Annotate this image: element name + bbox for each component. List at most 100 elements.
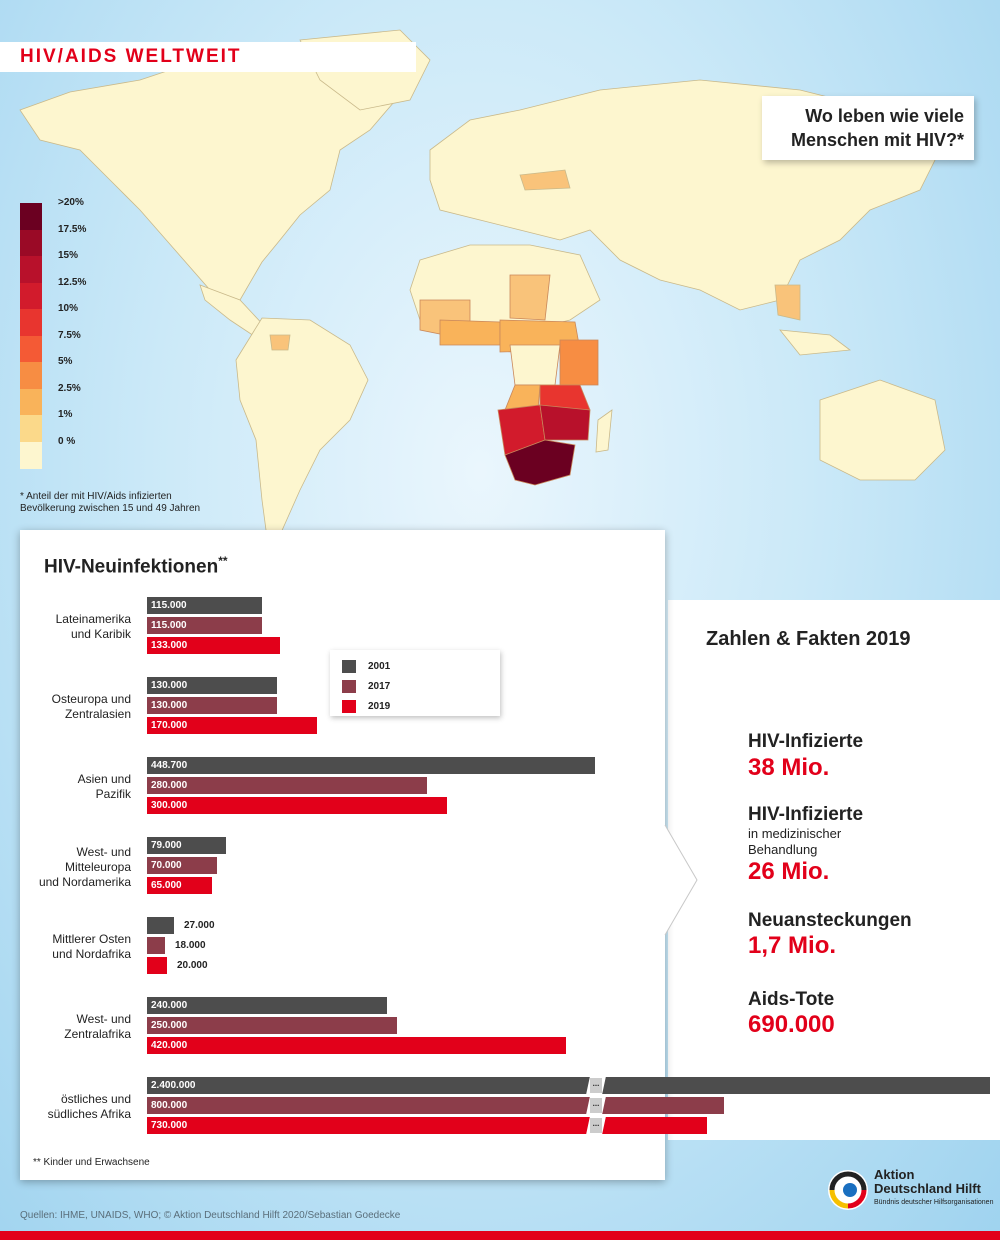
region-label: Mittlerer Osten und Nordafrika: [52, 932, 131, 961]
bar-value-label: 280.000: [151, 780, 188, 791]
region-label: Asien und Pazifik: [77, 772, 131, 801]
bar-value-label: 115.000: [151, 620, 187, 631]
legend-swatch-2019: [342, 700, 356, 713]
fact-value-treated: 26 Mio.: [748, 858, 830, 885]
bar-value-label: 65.000: [151, 880, 182, 891]
bar-value-label: 70.000: [151, 860, 182, 871]
map-legend-swatch: [20, 415, 42, 442]
bar-2019: [147, 877, 212, 894]
region-label: östliches und südliches Afrika: [47, 1092, 131, 1121]
bar-value-label: 130.000: [151, 680, 188, 691]
bar-2001: [147, 677, 277, 694]
map-legend-swatch: [20, 362, 42, 389]
map-legend-label: 1%: [58, 409, 73, 420]
map-legend-label: 12.5%: [58, 276, 87, 288]
map-question-box: Wo leben wie viele Menschen mit HIV?*: [762, 96, 974, 160]
legend-swatch-2017: [342, 680, 356, 693]
fact-value-deaths: 690.000: [748, 1011, 835, 1038]
logo: Aktion Deutschland Hilft Bündnis deutsch…: [826, 1166, 1000, 1216]
bar-2017: [147, 937, 165, 954]
fact-sub-treated: in medizinischer Behandlung: [748, 826, 842, 857]
chart-title-suffix: **: [218, 554, 228, 568]
bar-2017: [147, 697, 277, 714]
logo-tagline: Bündnis deutscher Hilfsorganisationen: [874, 1199, 994, 1206]
map-legend-swatch: [20, 309, 42, 336]
fact-label-infected: HIV-Infizierte: [748, 731, 864, 752]
map-legend-swatch: [20, 229, 42, 257]
legend-swatch-2001: [342, 660, 356, 673]
fact-label-new-infections: Neuansteckungen: [748, 910, 912, 931]
bottom-rule: [0, 1231, 1000, 1240]
facts-panel: [668, 600, 1000, 1140]
chart-title: HIV-Neuinfektionen**: [44, 554, 228, 578]
bar-value-label: 448.700: [151, 760, 188, 771]
bar-2017: [147, 857, 217, 874]
bar-2017: [147, 777, 427, 794]
page-title: HIV/AIDS WELTWEIT: [20, 46, 242, 67]
axis-break-mark: ...: [590, 1118, 602, 1133]
bar-2001: [147, 757, 595, 774]
map-legend-swatch: [20, 256, 42, 283]
facts-title: Zahlen & Fakten 2019: [706, 628, 911, 650]
bar-2019: [147, 957, 167, 974]
map-legend-swatch: [20, 203, 42, 230]
bar-value-label: 800.000: [151, 1100, 188, 1111]
bar-value-label: 2.400.000: [151, 1080, 196, 1091]
map-legend-label: 10%: [58, 303, 79, 314]
map-legend-label: >20%: [58, 197, 84, 208]
logo-icon: [828, 1170, 868, 1210]
map-footnote: * Anteil der mit HIV/Aids infizierten Be…: [20, 491, 201, 514]
legend-label-2019: 2019: [368, 701, 391, 712]
logo-line2: Deutschland Hilft: [874, 1181, 981, 1196]
bar-2017: [147, 1017, 397, 1034]
bar-value-label: 130.000: [151, 700, 188, 711]
bar-value-label: 420.000: [151, 1040, 188, 1051]
bar-value-label: 300.000: [151, 800, 188, 811]
fact-value-infected: 38 Mio.: [748, 754, 830, 781]
map-question: Wo leben wie viele Menschen mit HIV?*: [790, 106, 964, 150]
fact-label-treated: HIV-Infizierte: [748, 804, 864, 825]
bar-value-label: 18.000: [174, 940, 206, 951]
bar-value-label: 250.000: [151, 1020, 188, 1031]
map-legend-label: 0 %: [58, 435, 76, 447]
axis-break-mark: ...: [590, 1098, 602, 1113]
axis-break-mark: ...: [590, 1078, 602, 1093]
map-legend-label: 15%: [58, 250, 79, 261]
map-legend-swatch: [20, 282, 42, 310]
fact-label-deaths: Aids-Tote: [748, 989, 835, 1010]
region-label: West- und Zentralafrika: [64, 1012, 131, 1041]
bar-2019: [147, 637, 280, 654]
bar-2019: [147, 797, 447, 814]
panel-connector: [664, 825, 698, 936]
bar-value-label: 115.000: [151, 600, 187, 611]
fact-value-new-infections: 1,7 Mio.: [748, 932, 837, 959]
bar-value-label: 240.000: [151, 1000, 188, 1011]
bar-2001: [147, 917, 174, 934]
bar-2001: [147, 837, 226, 854]
bar-2019: [147, 1037, 567, 1054]
bar-2019: [147, 1117, 707, 1134]
region-label: West- und Mitteleuropa und Nordamerika: [38, 844, 131, 889]
map-legend-label: 2.5%: [58, 382, 81, 394]
bar-value-label: 730.000: [151, 1120, 188, 1131]
region-label: Osteuropa und Zentralasien: [51, 692, 131, 721]
bar-2001: [147, 597, 262, 614]
chart-panel: [20, 530, 665, 1180]
legend-label-2017: 2017: [368, 681, 391, 692]
bar-value-label: 20.000: [176, 960, 208, 971]
map-legend-swatch: [20, 335, 42, 363]
map-legend-swatch: [20, 441, 42, 469]
logo-line1: Aktion: [874, 1167, 915, 1182]
legend-label-2001: 2001: [368, 661, 391, 672]
chart-footnote: ** Kinder und Erwachsene: [33, 1157, 150, 1168]
bar-value-label: 170.000: [151, 720, 188, 731]
map-legend-label: 7.5%: [58, 329, 81, 341]
bar-2001: [147, 1077, 990, 1094]
bar-2001: [147, 997, 387, 1014]
map-legend-swatch: [20, 388, 42, 416]
sources-line: Quellen: IHME, UNAIDS, WHO; © Aktion Deu…: [20, 1210, 401, 1221]
bar-2019: [147, 717, 317, 734]
map-legend-label: 17.5%: [58, 223, 87, 235]
bar-value-label: 27.000: [183, 920, 215, 931]
bar-value-label: 79.000: [151, 840, 182, 851]
